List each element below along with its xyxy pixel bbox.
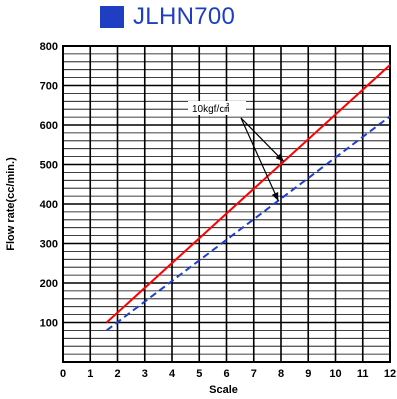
- x-tick-labels: 0 1 2 3 4 5 6 7 8 9 10 11 12: [60, 368, 396, 380]
- annotation-box: [188, 101, 246, 115]
- chart-header: JLHN700: [100, 2, 235, 32]
- square-marker-icon: [100, 6, 124, 28]
- y-tick-label: 400: [40, 199, 58, 211]
- x-axis-label: Scale: [209, 384, 238, 396]
- annotation-arrow-blue: [240, 117, 279, 201]
- series-line-dashed: [105, 115, 391, 332]
- y-tick-label: 200: [40, 278, 58, 290]
- y-tick-label: 500: [40, 160, 58, 172]
- annotation-arrow-red: [240, 117, 285, 162]
- x-tick-label: 10: [329, 368, 341, 380]
- y-tick-label: 100: [40, 318, 58, 330]
- x-tick-label: 0: [60, 368, 66, 380]
- series-line-solid: [105, 64, 391, 324]
- x-tick-label: 4: [169, 368, 176, 380]
- arrowhead-icon: [275, 153, 284, 162]
- annotation-label: 10kgf/㎠: [192, 103, 229, 115]
- x-tick-label: 8: [278, 368, 284, 380]
- x-tick-label: 2: [114, 368, 120, 380]
- y-tick-label: 700: [40, 81, 58, 93]
- y-tick-label: 600: [40, 120, 58, 132]
- x-tick-label: 1: [87, 368, 93, 380]
- x-tick-label: 5: [196, 368, 202, 380]
- x-tick-label: 7: [251, 368, 257, 380]
- y-tick-label: 800: [40, 41, 58, 53]
- plot-frame: [62, 45, 391, 363]
- x-tick-label: 9: [305, 368, 311, 380]
- series-layer: [105, 64, 391, 332]
- y-axis-label: Flow rate(cc/min.): [5, 157, 17, 251]
- x-tick-label: 3: [142, 368, 148, 380]
- x-tick-label: 11: [357, 368, 369, 380]
- y-tick-label: 300: [40, 239, 58, 251]
- arrowhead-icon: [271, 191, 279, 201]
- x-tick-label: 12: [384, 368, 396, 380]
- chart-title: JLHN700: [133, 3, 236, 30]
- annotation-group: 10kgf/㎠: [188, 101, 285, 201]
- y-tick-labels: 100 200 300 400 500 600 700 800: [40, 41, 58, 330]
- x-tick-label: 6: [223, 368, 229, 380]
